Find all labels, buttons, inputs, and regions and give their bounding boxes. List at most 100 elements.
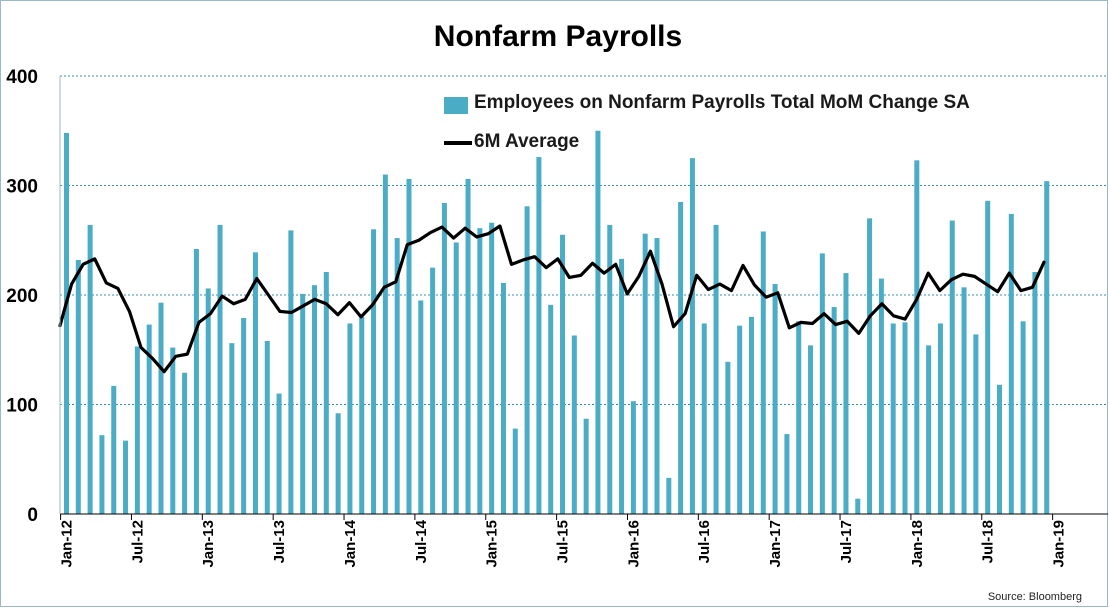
grid-layer	[60, 75, 1108, 405]
y-tick-label: 300	[6, 177, 38, 198]
bar	[1020, 321, 1026, 514]
x-tick-label: Jan-13	[200, 520, 217, 568]
bar	[64, 132, 69, 514]
bar	[418, 300, 424, 514]
bar	[288, 230, 294, 514]
bar	[607, 224, 613, 515]
bar	[831, 307, 837, 514]
bar	[808, 345, 814, 514]
bar	[583, 418, 589, 514]
bar	[772, 284, 778, 514]
x-tick-label: Jul-15	[555, 520, 572, 563]
bar	[689, 158, 695, 514]
bar	[205, 288, 211, 514]
x-tick-label: Jul-13	[271, 520, 288, 563]
bar	[99, 435, 105, 514]
bar	[571, 335, 577, 514]
x-tick-label: Jul-12	[129, 520, 146, 563]
bar	[217, 224, 223, 515]
bar	[134, 346, 140, 514]
bar	[1032, 272, 1038, 514]
bar	[264, 340, 270, 514]
bar	[949, 220, 955, 515]
legend-line-label: 6M Average	[474, 131, 580, 152]
bar	[961, 287, 967, 514]
bar	[926, 345, 932, 514]
source-note: Source: Bloomberg	[987, 591, 1082, 603]
bar	[75, 259, 81, 514]
bar	[500, 282, 506, 514]
x-tick-label: Jul-18	[980, 520, 997, 563]
x-tick-label: Jul-14	[413, 519, 430, 563]
bar	[713, 224, 719, 515]
legend-bar-label: Employees on Nonfarm Payrolls Total MoM …	[474, 92, 970, 113]
bar	[477, 228, 483, 514]
bar	[371, 229, 377, 515]
bar	[737, 325, 743, 514]
x-tick-label: Jul-16	[696, 520, 713, 563]
bar	[87, 224, 93, 515]
bar	[146, 324, 152, 514]
bar	[489, 222, 495, 515]
bar	[760, 231, 766, 515]
bar	[748, 316, 754, 514]
bar	[430, 267, 436, 514]
bar	[276, 393, 282, 514]
bar	[158, 302, 164, 514]
bar	[725, 361, 731, 514]
bar	[595, 130, 601, 514]
bar	[902, 322, 908, 514]
x-tick-label: Jan-14	[342, 519, 359, 567]
bar	[300, 293, 306, 514]
bar	[985, 200, 991, 514]
y-tick-label: 0	[27, 505, 38, 526]
bar	[1008, 213, 1014, 514]
x-tick-label: Jan-19	[1051, 520, 1068, 568]
bar	[796, 321, 802, 514]
bar	[335, 413, 341, 514]
bar	[536, 157, 542, 514]
legend-line-swatch	[444, 141, 472, 145]
bar	[701, 323, 707, 514]
bar	[241, 317, 247, 514]
bar	[878, 278, 884, 514]
bar	[867, 218, 873, 514]
bar	[170, 347, 176, 514]
bar	[642, 233, 648, 514]
y-tick-label: 200	[6, 286, 38, 307]
y-tick-label: 100	[6, 396, 38, 417]
bar	[843, 273, 849, 514]
bar	[654, 238, 660, 514]
x-tick-label: Jan-15	[484, 520, 501, 568]
bar	[382, 174, 388, 515]
x-tick-label: Jan-18	[909, 520, 926, 568]
bar	[193, 249, 199, 514]
bar	[1044, 181, 1050, 514]
x-tick-label: Jan-12	[59, 520, 76, 568]
bar	[819, 253, 825, 514]
y-tick-label: 400	[6, 67, 38, 88]
bar	[394, 238, 400, 514]
bar	[678, 201, 684, 515]
x-tick-label: Jan-16	[625, 520, 642, 568]
bar	[630, 401, 636, 514]
bar	[252, 252, 258, 515]
legend-bar-swatch	[444, 97, 468, 114]
bar	[453, 242, 459, 514]
bar	[323, 272, 329, 514]
bar	[347, 323, 353, 514]
bar	[465, 178, 471, 514]
bar-series	[64, 130, 1050, 515]
bar	[666, 477, 672, 514]
bar	[312, 285, 318, 514]
bar	[996, 384, 1002, 514]
chart-title: Nonfarm Payrolls	[433, 20, 683, 53]
bar	[123, 440, 129, 514]
average-line	[58, 224, 1046, 374]
bar	[548, 304, 554, 514]
bar	[359, 316, 365, 514]
bar	[182, 372, 188, 514]
axis-layer: 0 100 200 300 400 Jan-12 Jul-12 Jan-13 Jul-13 Jan…	[6, 67, 1108, 568]
x-tick-label: Jan-17	[767, 520, 784, 568]
